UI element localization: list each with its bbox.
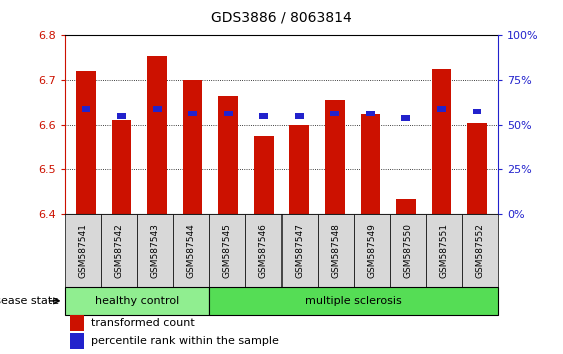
Text: GSM587549: GSM587549 — [367, 223, 376, 278]
Text: GSM587548: GSM587548 — [331, 223, 340, 278]
Bar — [467, 122, 486, 214]
Bar — [295, 113, 303, 119]
Text: GSM587543: GSM587543 — [150, 223, 159, 278]
Text: GSM587542: GSM587542 — [114, 223, 123, 278]
Bar — [224, 111, 233, 116]
Bar — [437, 107, 446, 112]
Bar — [188, 111, 197, 116]
Text: GSM587545: GSM587545 — [223, 223, 232, 278]
Bar — [289, 125, 309, 214]
Bar — [396, 199, 415, 214]
Text: healthy control: healthy control — [95, 296, 179, 306]
Bar — [112, 120, 131, 214]
Bar — [254, 136, 274, 214]
Bar — [360, 114, 380, 214]
Text: GSM587546: GSM587546 — [259, 223, 268, 278]
Bar — [401, 115, 410, 121]
Bar — [183, 80, 203, 214]
Bar — [77, 71, 96, 214]
Text: GSM587550: GSM587550 — [404, 223, 413, 278]
Text: GSM587544: GSM587544 — [187, 223, 196, 278]
Text: GDS3886 / 8063814: GDS3886 / 8063814 — [211, 11, 352, 25]
Text: multiple sclerosis: multiple sclerosis — [305, 296, 402, 306]
Bar — [148, 56, 167, 214]
Text: GSM587547: GSM587547 — [295, 223, 304, 278]
Bar — [432, 69, 451, 214]
Bar — [366, 111, 375, 116]
Text: GSM587552: GSM587552 — [476, 223, 485, 278]
Bar — [218, 96, 238, 214]
Text: disease state: disease state — [0, 296, 59, 306]
Text: GSM587551: GSM587551 — [440, 223, 449, 278]
Bar — [472, 109, 481, 114]
Bar — [117, 113, 126, 119]
Bar — [330, 111, 339, 116]
Bar — [82, 107, 91, 112]
Text: GSM587541: GSM587541 — [78, 223, 87, 278]
Text: transformed count: transformed count — [91, 318, 195, 328]
Bar — [153, 107, 162, 112]
Text: percentile rank within the sample: percentile rank within the sample — [91, 336, 279, 346]
Bar — [325, 100, 345, 214]
Bar — [260, 113, 268, 119]
